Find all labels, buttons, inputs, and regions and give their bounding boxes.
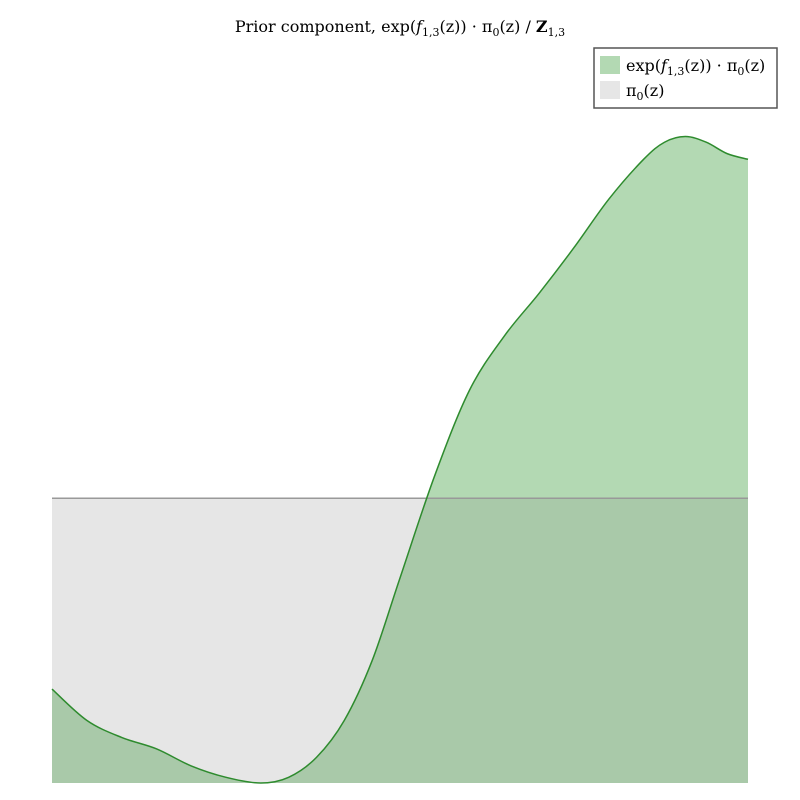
- legend-prior-pi-subscript: 0: [637, 90, 644, 103]
- posterior-line: [51, 135, 749, 784]
- legend-label-prior: π0(z): [626, 81, 664, 103]
- chart-title-tail: (z) /: [499, 17, 535, 36]
- legend-swatch-posterior: [600, 56, 620, 74]
- legend: exp(f1,3(z)) · π0(z) π0(z): [593, 47, 778, 109]
- chart-title-mid: (z)) · π: [440, 17, 493, 36]
- plot-area: [51, 135, 749, 784]
- legend-posterior-f-subscript: 1,3: [667, 65, 685, 78]
- legend-posterior-lead: exp(: [626, 56, 661, 75]
- chart-title: Prior component, exp(f1,3(z)) · π0(z) / …: [235, 17, 565, 39]
- chart-title-pi-subscript: 0: [492, 26, 499, 39]
- legend-frame: [593, 47, 778, 109]
- overlap-area: [52, 498, 748, 783]
- chart-title-z: Z: [536, 17, 548, 36]
- legend-prior-lead: π: [626, 81, 637, 100]
- chart-title-lead: Prior component, exp(: [235, 17, 416, 36]
- legend-swatch-prior: [600, 81, 620, 99]
- legend-posterior-pi-subscript: 0: [737, 65, 744, 78]
- legend-prior-tail: (z): [644, 81, 665, 100]
- chart-title-f-subscript: 1,3: [422, 26, 440, 39]
- chart-title-f: f: [415, 17, 425, 36]
- legend-posterior-f: f: [660, 56, 670, 75]
- legend-posterior-tail: (z): [744, 56, 765, 75]
- legend-label-posterior: exp(f1,3(z)) · π0(z): [626, 56, 765, 78]
- legend-posterior-mid: (z)) · π: [684, 56, 737, 75]
- chart-title-z-subscript: 1,3: [548, 26, 566, 39]
